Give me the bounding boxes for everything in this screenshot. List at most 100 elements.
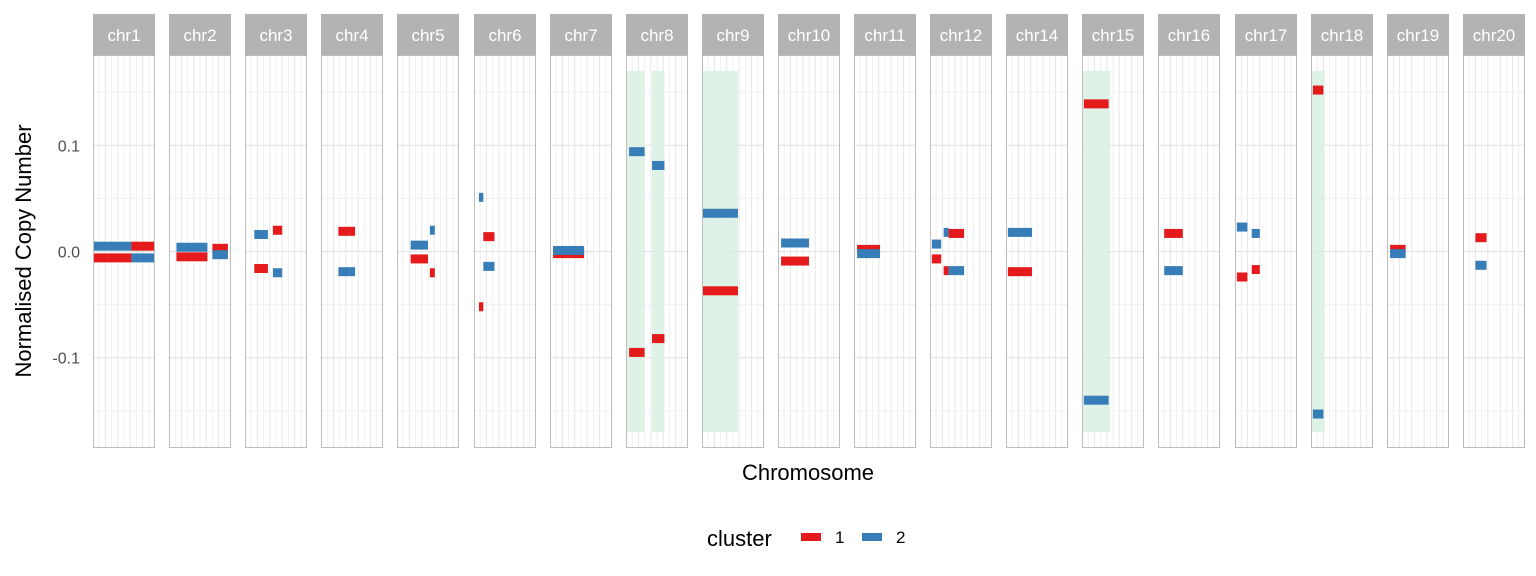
segment-cluster-2 [1312, 409, 1324, 419]
segment-cluster-2 [254, 230, 268, 240]
facet-panel-chr7: chr7 [550, 14, 612, 448]
highlight-region [652, 70, 665, 433]
segment-cluster-1 [212, 243, 228, 253]
segment-cluster-2 [931, 239, 942, 249]
segment-cluster-2 [1083, 395, 1109, 405]
segment-cluster-2 [948, 266, 965, 276]
strip-label: chr12 [940, 26, 983, 45]
panel-border [1387, 55, 1449, 448]
x-axis-title: Chromosome [742, 460, 874, 485]
segment-cluster-1 [272, 225, 283, 235]
facet-panel-chr12: chr12 [930, 14, 992, 448]
strip-background [1082, 14, 1144, 55]
strip-label: chr8 [640, 26, 673, 45]
strip-background [550, 14, 612, 55]
facet-panel-chr2: chr2 [169, 14, 231, 448]
strip-background [702, 14, 764, 55]
strip-label: chr4 [335, 26, 368, 45]
facet-panels: chr1 chr2 chr3 chr4 chr5 chr6 chr7 chr8 chr9 chr1… [93, 14, 1525, 448]
segment-cluster-1 [702, 286, 738, 296]
strip-label: chr16 [1168, 26, 1211, 45]
segment-cluster-2 [781, 238, 809, 248]
panel-border [1158, 55, 1220, 448]
facet-panel-chr1: chr1 [93, 14, 155, 448]
strip-label: chr20 [1473, 26, 1516, 45]
strip-background [854, 14, 916, 55]
segment-cluster-2 [131, 253, 155, 263]
panel-border [778, 55, 840, 448]
segment-cluster-2 [483, 261, 495, 271]
panel-border [1463, 55, 1525, 448]
segment-cluster-2 [1236, 222, 1248, 232]
segment-cluster-1 [931, 254, 942, 264]
strip-label: chr17 [1245, 26, 1288, 45]
y-tick-label: 0.1 [58, 138, 80, 155]
facet-panel-chr17: chr17 [1235, 14, 1297, 448]
strip-background [930, 14, 992, 55]
segment-cluster-2 [272, 268, 283, 278]
strip-label: chr10 [788, 26, 831, 45]
panel-border [397, 55, 459, 448]
legend-key-2 [862, 533, 882, 541]
strip-background [93, 14, 155, 55]
panel-border [474, 55, 536, 448]
facet-panel-chr9: chr9 [702, 14, 764, 448]
strip-label: chr14 [1016, 26, 1059, 45]
segment-cluster-1 [943, 266, 949, 276]
strip-background [169, 14, 231, 55]
strip-background [321, 14, 383, 55]
strip-label: chr9 [716, 26, 749, 45]
facet-panel-chr16: chr16 [1158, 14, 1220, 448]
y-tick-label: -0.1 [52, 351, 80, 368]
facet-panel-chr19: chr19 [1387, 14, 1449, 448]
panel-border [702, 55, 764, 448]
segment-cluster-1 [338, 226, 356, 236]
panel-border [1235, 55, 1297, 448]
segment-cluster-2 [478, 192, 484, 202]
segment-cluster-2 [1251, 228, 1260, 238]
segment-cluster-2 [629, 147, 645, 157]
segment-cluster-2 [1007, 227, 1033, 237]
facet-panel-chr8: chr8 [626, 14, 688, 448]
strip-label: chr15 [1092, 26, 1135, 45]
segment-cluster-2 [857, 249, 881, 259]
strip-label: chr6 [488, 26, 521, 45]
strip-background [1006, 14, 1068, 55]
segment-cluster-2 [702, 208, 738, 218]
legend-key-1 [801, 533, 821, 541]
segment-cluster-2 [212, 250, 228, 260]
legend: cluster 1 2 [707, 526, 905, 551]
strip-background [1235, 14, 1297, 55]
strip-background [1311, 14, 1373, 55]
segment-cluster-2 [410, 240, 428, 250]
segment-cluster-1 [629, 347, 645, 357]
y-tick-label: 0.0 [58, 245, 80, 262]
panel-border [1311, 55, 1373, 448]
strip-background [397, 14, 459, 55]
strip-label: chr1 [107, 26, 140, 45]
segment-cluster-1 [483, 232, 495, 242]
segment-cluster-1 [948, 228, 965, 238]
segment-cluster-2 [652, 160, 665, 170]
segment-cluster-2 [429, 225, 435, 235]
segment-cluster-1 [478, 302, 484, 312]
segment-cluster-2 [1475, 260, 1487, 270]
y-axis: 0.1 0.0 -0.1 [52, 138, 93, 368]
strip-label: chr11 [864, 26, 905, 45]
facet-panel-chr18: chr18 [1311, 14, 1373, 448]
segment-cluster-1 [131, 241, 155, 251]
strip-label: chr19 [1397, 26, 1440, 45]
highlight-region [1311, 70, 1325, 433]
segment-cluster-1 [781, 256, 809, 266]
panel-border [854, 55, 916, 448]
strip-label: chr3 [259, 26, 292, 45]
segment-cluster-1 [1251, 265, 1260, 275]
panel-border [1082, 55, 1144, 448]
panel-border [930, 55, 992, 448]
facet-panel-chr20: chr20 [1463, 14, 1525, 448]
strip-background [474, 14, 536, 55]
panel-border [169, 55, 231, 448]
strip-label: chr7 [564, 26, 597, 45]
facet-panel-chr6: chr6 [474, 14, 536, 448]
segment-cluster-2 [1390, 249, 1406, 259]
